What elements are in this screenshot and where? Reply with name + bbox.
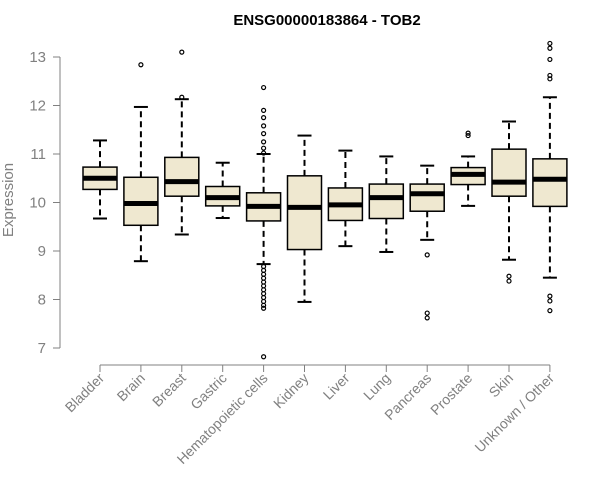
- x-tick-label: Liver: [320, 370, 353, 403]
- box-hematopoietic-cells: [245, 84, 282, 360]
- outlier-point: [261, 145, 267, 151]
- outlier-point: [138, 62, 144, 68]
- outlier-point: [424, 252, 430, 258]
- box-skin: [491, 120, 527, 284]
- x-tick-label: Bladder: [62, 370, 108, 416]
- x-tick-label: Prostate: [427, 370, 475, 418]
- x-tick-label: Kidney: [270, 370, 312, 412]
- outlier-point: [506, 278, 512, 284]
- outlier-point: [261, 84, 267, 91]
- outlier-point: [547, 76, 553, 82]
- y-tick-label: 12: [29, 98, 46, 115]
- outlier-point: [261, 123, 267, 129]
- y-tick-label: 13: [29, 49, 46, 66]
- box-prostate: [450, 130, 486, 207]
- iqr-box: [491, 148, 527, 197]
- outlier-point: [261, 139, 267, 145]
- chart-title: ENSG00000183864 - TOB2: [233, 12, 420, 29]
- box-brain: [123, 62, 159, 263]
- y-tick-label: 7: [38, 340, 46, 357]
- outlier-point: [547, 45, 553, 51]
- x-tick-label: Breast: [149, 370, 189, 410]
- iqr-box: [286, 175, 323, 251]
- outlier-point: [424, 315, 430, 321]
- outlier-point: [261, 354, 267, 360]
- axes: 7 8 9 10 11 12 13: [29, 49, 551, 372]
- y-tick-label: 8: [38, 292, 46, 309]
- y-tick-label: 11: [30, 146, 46, 163]
- box-pancreas: [409, 164, 445, 321]
- x-tick-label: Lung: [360, 370, 393, 403]
- iqr-box: [164, 156, 200, 197]
- y-tick-label: 9: [38, 243, 46, 260]
- outlier-point: [547, 72, 553, 79]
- box-lung: [368, 155, 405, 253]
- box-liver: [327, 149, 364, 248]
- outlier-point: [506, 273, 512, 279]
- box-unknown-other: [532, 40, 568, 314]
- outlier-point: [547, 56, 553, 63]
- outlier-point: [547, 308, 553, 314]
- outlier-point: [424, 310, 430, 316]
- outlier-point: [261, 305, 267, 311]
- box-kidney: [286, 134, 323, 303]
- outlier-point: [179, 94, 185, 100]
- y-axis-label: Expression: [0, 163, 17, 237]
- outlier-point: [547, 40, 553, 47]
- outlier-point: [261, 131, 267, 137]
- box-gastric: [204, 161, 241, 220]
- boxes: [82, 40, 568, 360]
- outlier-point: [261, 115, 267, 121]
- x-tick-label: Skin: [486, 370, 517, 401]
- iqr-box: [368, 183, 405, 220]
- box-breast: [164, 49, 200, 236]
- outlier-point: [465, 130, 471, 136]
- outlier-point: [465, 132, 471, 139]
- outlier-point: [547, 293, 553, 299]
- outlier-point: [261, 107, 267, 113]
- outlier-point: [547, 298, 553, 304]
- box-bladder: [82, 139, 118, 220]
- y-tick-label: 10: [29, 195, 46, 212]
- outlier-point: [261, 150, 267, 156]
- x-tick-label: Brain: [114, 370, 148, 404]
- outlier-point: [179, 49, 185, 55]
- iqr-box: [409, 183, 445, 212]
- iqr-box: [532, 158, 568, 208]
- outlier-point: [261, 302, 267, 308]
